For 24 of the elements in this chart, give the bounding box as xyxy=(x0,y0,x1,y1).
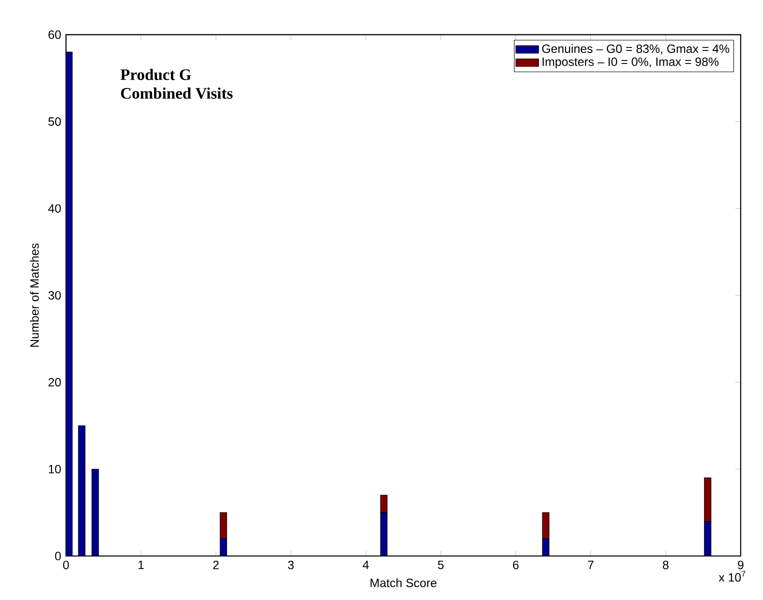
x-tick-label: 7 xyxy=(588,560,594,569)
y-tick-label: 40 xyxy=(48,204,61,213)
y-tick-label: 50 xyxy=(48,117,61,126)
x-tick-label: 4 xyxy=(362,560,369,569)
x-tick-label: 0 xyxy=(63,560,69,570)
x-tick-label: 2 xyxy=(213,560,219,570)
x-tick-label: 6 xyxy=(513,560,519,570)
annotation: Product G xyxy=(120,68,192,80)
x-tick-label: 8 xyxy=(662,560,669,570)
y-tick-label: 60 xyxy=(48,30,61,39)
text: x 10$^{7}$ xyxy=(718,570,746,582)
y-tick-label: 30 xyxy=(48,291,61,300)
y-tick-label: 0 xyxy=(55,552,61,560)
x-tick-label: 5 xyxy=(438,560,444,570)
x-axis-title: Match Score xyxy=(370,578,436,588)
legend-label: Genuines – G0 = 83%, Gmax = 4% xyxy=(542,44,730,54)
y-tick-label: 20 xyxy=(48,378,61,386)
x-tick-label: 1 xyxy=(138,560,144,569)
y-axis-title: Number of Matches xyxy=(30,243,39,347)
y-tick-label: 10 xyxy=(48,464,61,474)
legend-label: Imposters – I0 = 0%, Imax = 98% xyxy=(542,58,719,68)
x-tick-label: 9 xyxy=(738,560,744,570)
x-tick-label: 3 xyxy=(288,560,294,570)
annotation: Combined Visits xyxy=(121,87,233,99)
